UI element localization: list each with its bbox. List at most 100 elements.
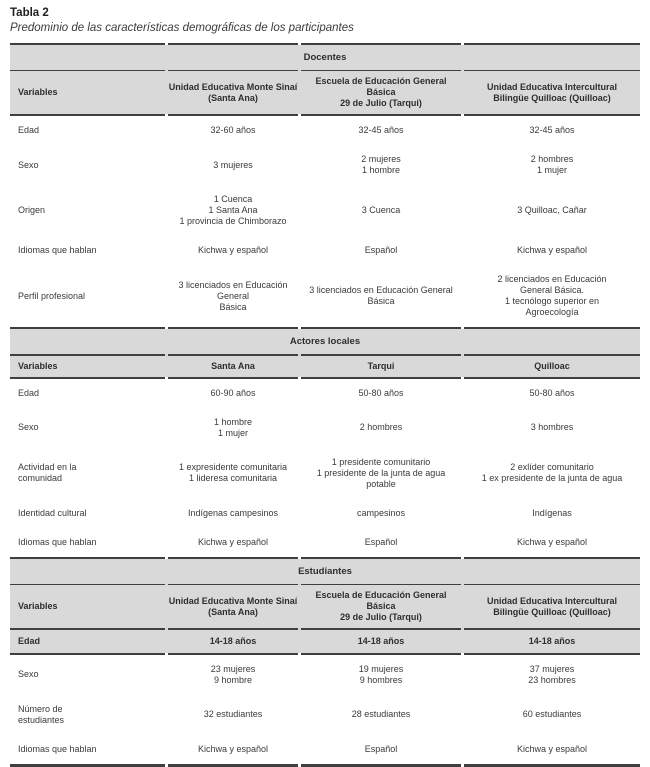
- row-value: 50-80 años: [529, 387, 575, 398]
- rule-segment: [464, 327, 640, 330]
- column-header: Tarqui: [367, 360, 395, 371]
- row-variable: Idiomas que hablan: [18, 245, 97, 256]
- rule-segment: [464, 354, 640, 356]
- column-header: Santa Ana: [211, 360, 255, 371]
- demographics-table: Docentes Variables Unidad Educativa Monte …: [10, 43, 640, 767]
- table-row: Edad 32-60 años 32-45 años 32-45 años: [10, 116, 640, 145]
- row-variable: Edad: [18, 636, 41, 647]
- row-value: 3 hombres: [530, 422, 574, 433]
- rule-segment: [464, 376, 640, 379]
- rule-segment: [10, 70, 165, 72]
- rule-segment: [168, 70, 298, 72]
- table-rule: [10, 556, 640, 559]
- rule-segment: [464, 653, 640, 655]
- row-value: 3 Cuenca: [361, 205, 401, 216]
- row-value: 2 hombres: [359, 422, 403, 433]
- row-value: 14-18 años: [528, 636, 576, 647]
- row-value: 3 mujeres: [213, 159, 253, 170]
- table-row: Sexo 23 mujeres 9 hombre 19 mujeres 9 homb…: [10, 655, 640, 695]
- column-header-row: Variables Unidad Educativa Monte Sinaí (S…: [10, 585, 640, 629]
- rule-segment: [10, 653, 165, 655]
- row-variable: Origen: [18, 205, 46, 216]
- table-row: Identidad cultural Indígenas campesinos ca…: [10, 499, 640, 528]
- rule-segment: [10, 376, 165, 379]
- rule-segment: [10, 556, 165, 559]
- row-value: Kichwa y español: [197, 245, 269, 256]
- table-rule: [10, 354, 640, 356]
- table-row: Origen 1 Cuenca 1 Santa Ana 1 provincia d…: [10, 185, 640, 236]
- variables-header: Variables: [18, 87, 58, 98]
- row-variable: Idiomas que hablan: [18, 743, 97, 754]
- column-header-row: Variables Unidad Educativa Monte Sinaí (S…: [10, 71, 640, 115]
- row-value: 32 estudiantes: [203, 709, 263, 720]
- row-value: 1 Cuenca 1 Santa Ana 1 provincia de Chim…: [179, 194, 287, 227]
- table-rule: [10, 583, 640, 586]
- row-value: Español: [364, 245, 398, 256]
- row-value: 2 licenciados en Educación General Básic…: [497, 274, 607, 318]
- table-number: Tabla 2: [10, 7, 49, 19]
- row-value: 14-18 años: [357, 636, 405, 647]
- table-rule: [10, 43, 640, 45]
- row-value: 23 mujeres 9 hombre: [210, 663, 256, 685]
- rule-segment: [168, 376, 298, 379]
- rule-segment: [301, 43, 461, 45]
- table-rule: [10, 763, 640, 767]
- table-row: Perfil profesional 3 licenciados en Educa…: [10, 265, 640, 327]
- row-value: Español: [364, 743, 398, 754]
- row-variable: Identidad cultural: [18, 507, 87, 518]
- rule-segment: [464, 114, 640, 117]
- row-value: 1 presidente comunitario 1 presidente de…: [316, 456, 446, 489]
- table-title: Predominio de las características demogr…: [10, 22, 354, 34]
- row-value: 1 expresidente comunitaria 1 lideresa co…: [178, 462, 288, 484]
- row-value: 2 hombres 1 mujer: [530, 154, 574, 176]
- rule-segment: [10, 583, 165, 586]
- row-value: 14-18 años: [209, 636, 257, 647]
- rule-segment: [301, 763, 461, 767]
- rule-segment: [168, 327, 298, 330]
- rule-segment: [10, 628, 165, 631]
- row-value: Kichwa y español: [516, 536, 588, 547]
- row-variable: Sexo: [18, 669, 39, 680]
- rule-segment: [301, 583, 461, 586]
- column-header: Escuela de Educación General Básica 29 d…: [315, 76, 447, 109]
- rule-segment: [168, 114, 298, 117]
- section-header-estudiantes: Estudiantes: [10, 558, 640, 584]
- rule-segment: [168, 628, 298, 631]
- row-value: Kichwa y español: [516, 743, 588, 754]
- row-variable: Idiomas que hablan: [18, 536, 97, 547]
- row-value: campesinos: [356, 507, 406, 518]
- rule-segment: [301, 376, 461, 379]
- column-header-row: Variables Santa Ana Tarqui Quilloac: [10, 355, 640, 377]
- table-row: Número de estudiantes 32 estudiantes 28 es…: [10, 695, 640, 735]
- rule-segment: [10, 354, 165, 356]
- rule-segment: [301, 628, 461, 631]
- row-value: 3 Quilloac, Cañar: [517, 205, 587, 216]
- row-value: Español: [364, 536, 398, 547]
- table-caption: Tabla 2 Predominio de las característica…: [0, 0, 650, 34]
- row-value: 1 hombre 1 mujer: [213, 416, 253, 438]
- rule-segment: [301, 327, 461, 330]
- rule-segment: [301, 114, 461, 117]
- rule-segment: [301, 653, 461, 655]
- rule-segment: [168, 763, 298, 767]
- column-header: Unidad Educativa Monte Sinaí (Santa Ana): [168, 595, 298, 617]
- column-header: Unidad Educativa Intercultural Bilingüe …: [486, 595, 618, 617]
- row-value: Kichwa y español: [197, 743, 269, 754]
- row-variable: Sexo: [18, 159, 39, 170]
- row-value: Indígenas: [532, 507, 572, 518]
- table-row: Actividad en la comunidad 1 expresidente …: [10, 448, 640, 499]
- rule-segment: [10, 114, 165, 117]
- row-value: Kichwa y español: [516, 245, 588, 256]
- table-rule: [10, 70, 640, 72]
- rule-segment: [464, 583, 640, 586]
- rule-segment: [168, 354, 298, 356]
- section-header-actores-locales: Actores locales: [10, 329, 640, 355]
- rule-segment: [464, 70, 640, 72]
- row-value: Indígenas campesinos: [187, 507, 279, 518]
- row-value: 3 licenciados en Educación General Básic…: [178, 279, 288, 312]
- table-row: Idiomas que hablan Kichwa y español Españo…: [10, 735, 640, 764]
- row-value: 3 licenciados en Educación General Básic…: [309, 285, 453, 307]
- row-value: Kichwa y español: [197, 536, 269, 547]
- row-variable: Edad: [18, 387, 40, 398]
- row-variable: Actividad en la comunidad: [18, 462, 77, 484]
